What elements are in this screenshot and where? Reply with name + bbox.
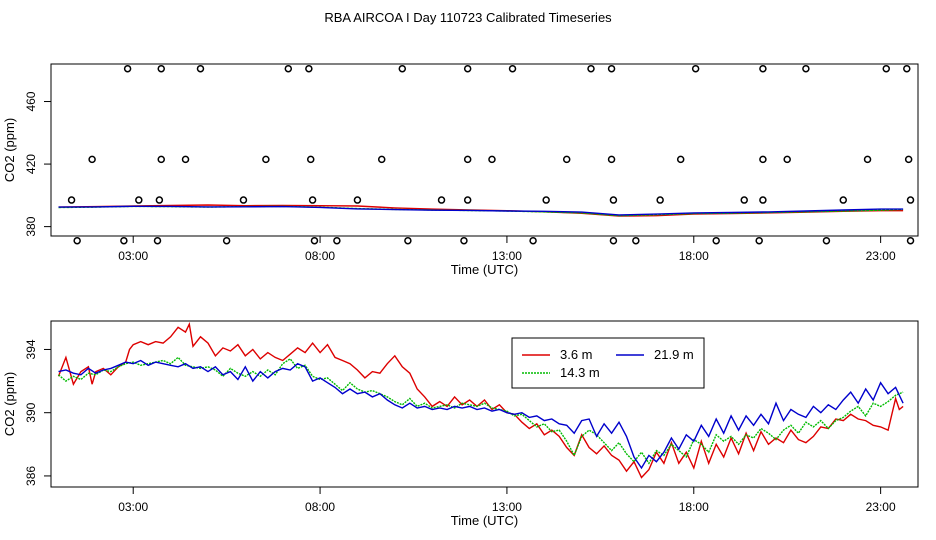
data-point-marker bbox=[488, 155, 496, 164]
legend-label-s219: 21.9 m bbox=[654, 347, 694, 362]
data-point-marker bbox=[587, 64, 595, 73]
data-point-marker bbox=[157, 64, 165, 73]
y-tick-label: 386 bbox=[24, 466, 38, 486]
data-point-marker bbox=[822, 236, 831, 245]
data-point-marker bbox=[759, 64, 767, 73]
data-point-marker bbox=[284, 64, 293, 73]
data-point-marker bbox=[783, 155, 791, 164]
series-line-s219 bbox=[58, 359, 904, 470]
series-line-s143 bbox=[58, 356, 904, 465]
data-point-marker bbox=[123, 64, 132, 73]
data-point-marker bbox=[88, 155, 96, 164]
x-tick-label: 18:00 bbox=[679, 249, 709, 263]
chart-title: RBA AIRCOA I Day 110723 Calibrated Times… bbox=[324, 10, 612, 25]
data-point-marker bbox=[802, 64, 810, 73]
data-point-marker bbox=[305, 64, 313, 73]
x-tick-label: 18:00 bbox=[679, 500, 709, 514]
y-tick-label: 380 bbox=[24, 216, 38, 236]
x-tick-label: 13:00 bbox=[492, 249, 522, 263]
series-line-s36 bbox=[57, 321, 904, 479]
data-point-marker bbox=[759, 196, 767, 204]
data-point-marker bbox=[353, 196, 362, 204]
data-point-marker bbox=[437, 196, 446, 204]
data-point-marker bbox=[562, 155, 571, 164]
data-point-marker bbox=[607, 155, 616, 164]
data-point-marker bbox=[153, 236, 162, 245]
data-point-marker bbox=[404, 236, 412, 245]
data-point-marker bbox=[308, 196, 317, 204]
x-axis-label: Time (UTC) bbox=[451, 262, 518, 277]
data-point-marker bbox=[377, 155, 386, 164]
top-panel: 03:00 08:00 13:00 18:00 23:00 Time (UTC) 380 42… bbox=[2, 63, 919, 277]
plot-frame bbox=[50, 63, 919, 237]
data-point-marker bbox=[906, 196, 915, 204]
data-point-marker bbox=[882, 64, 890, 73]
x-tick-label: 13:00 bbox=[492, 500, 522, 514]
data-point-marker bbox=[839, 196, 848, 204]
x-axis-label: Time (UTC) bbox=[451, 513, 518, 528]
data-point-marker bbox=[607, 64, 616, 73]
data-point-marker bbox=[542, 196, 550, 204]
data-point-marker bbox=[508, 64, 517, 73]
legend-label-s36: 3.6 m bbox=[560, 347, 593, 362]
data-point-marker bbox=[120, 236, 128, 245]
data-point-marker bbox=[904, 155, 913, 164]
data-point-marker bbox=[609, 236, 618, 245]
data-point-marker bbox=[903, 64, 911, 73]
data-point-marker bbox=[906, 236, 915, 245]
y-tick-label: 460 bbox=[24, 91, 38, 111]
data-point-marker bbox=[135, 196, 143, 204]
x-tick-label: 08:00 bbox=[305, 500, 335, 514]
data-point-marker bbox=[463, 155, 472, 164]
data-point-marker bbox=[181, 155, 190, 164]
data-point-marker bbox=[691, 64, 700, 73]
data-point-marker bbox=[609, 196, 618, 204]
data-point-marker bbox=[157, 155, 165, 164]
legend-box bbox=[511, 337, 705, 389]
data-point-marker bbox=[463, 64, 472, 73]
legend-label-s143: 14.3 m bbox=[560, 365, 600, 380]
data-point-marker bbox=[73, 236, 81, 245]
data-point-marker bbox=[529, 236, 537, 245]
data-point-marker bbox=[398, 64, 407, 73]
data-point-marker bbox=[656, 196, 664, 204]
data-point-marker bbox=[310, 236, 319, 245]
series-line-s219 bbox=[58, 205, 904, 216]
y-axis-label: CO2 (ppm) bbox=[2, 372, 17, 436]
x-tick-label: 23:00 bbox=[866, 500, 896, 514]
data-point-marker bbox=[196, 64, 205, 73]
data-point-marker bbox=[306, 155, 315, 164]
data-point-marker bbox=[460, 236, 468, 245]
data-point-marker bbox=[222, 236, 231, 245]
y-tick-label: 420 bbox=[24, 154, 38, 174]
data-point-marker bbox=[676, 155, 685, 164]
data-point-marker bbox=[863, 155, 872, 164]
y-axis-label: CO2 (ppm) bbox=[2, 118, 17, 182]
data-point-marker bbox=[333, 236, 341, 245]
legend: 3.6 m 21.9 m 14.3 m bbox=[511, 337, 705, 389]
data-point-marker bbox=[262, 155, 270, 164]
data-point-marker bbox=[712, 236, 720, 245]
data-point-marker bbox=[755, 236, 763, 245]
data-point-marker bbox=[67, 196, 76, 204]
y-tick-label: 394 bbox=[24, 339, 38, 359]
data-point-marker bbox=[239, 196, 248, 204]
x-tick-label: 08:00 bbox=[305, 249, 335, 263]
y-tick-label: 390 bbox=[24, 402, 38, 422]
data-point-marker bbox=[759, 155, 767, 164]
data-point-marker bbox=[632, 236, 640, 245]
x-tick-label: 23:00 bbox=[866, 249, 896, 263]
x-tick-label: 03:00 bbox=[118, 500, 148, 514]
data-point-marker bbox=[463, 196, 472, 204]
x-tick-label: 03:00 bbox=[118, 249, 148, 263]
plot-frame bbox=[50, 320, 919, 488]
data-point-marker bbox=[740, 196, 748, 204]
bottom-panel: 03:00 08:00 13:00 18:00 23:00 Time (UTC) 386 39… bbox=[2, 320, 919, 528]
data-point-marker bbox=[155, 196, 164, 204]
